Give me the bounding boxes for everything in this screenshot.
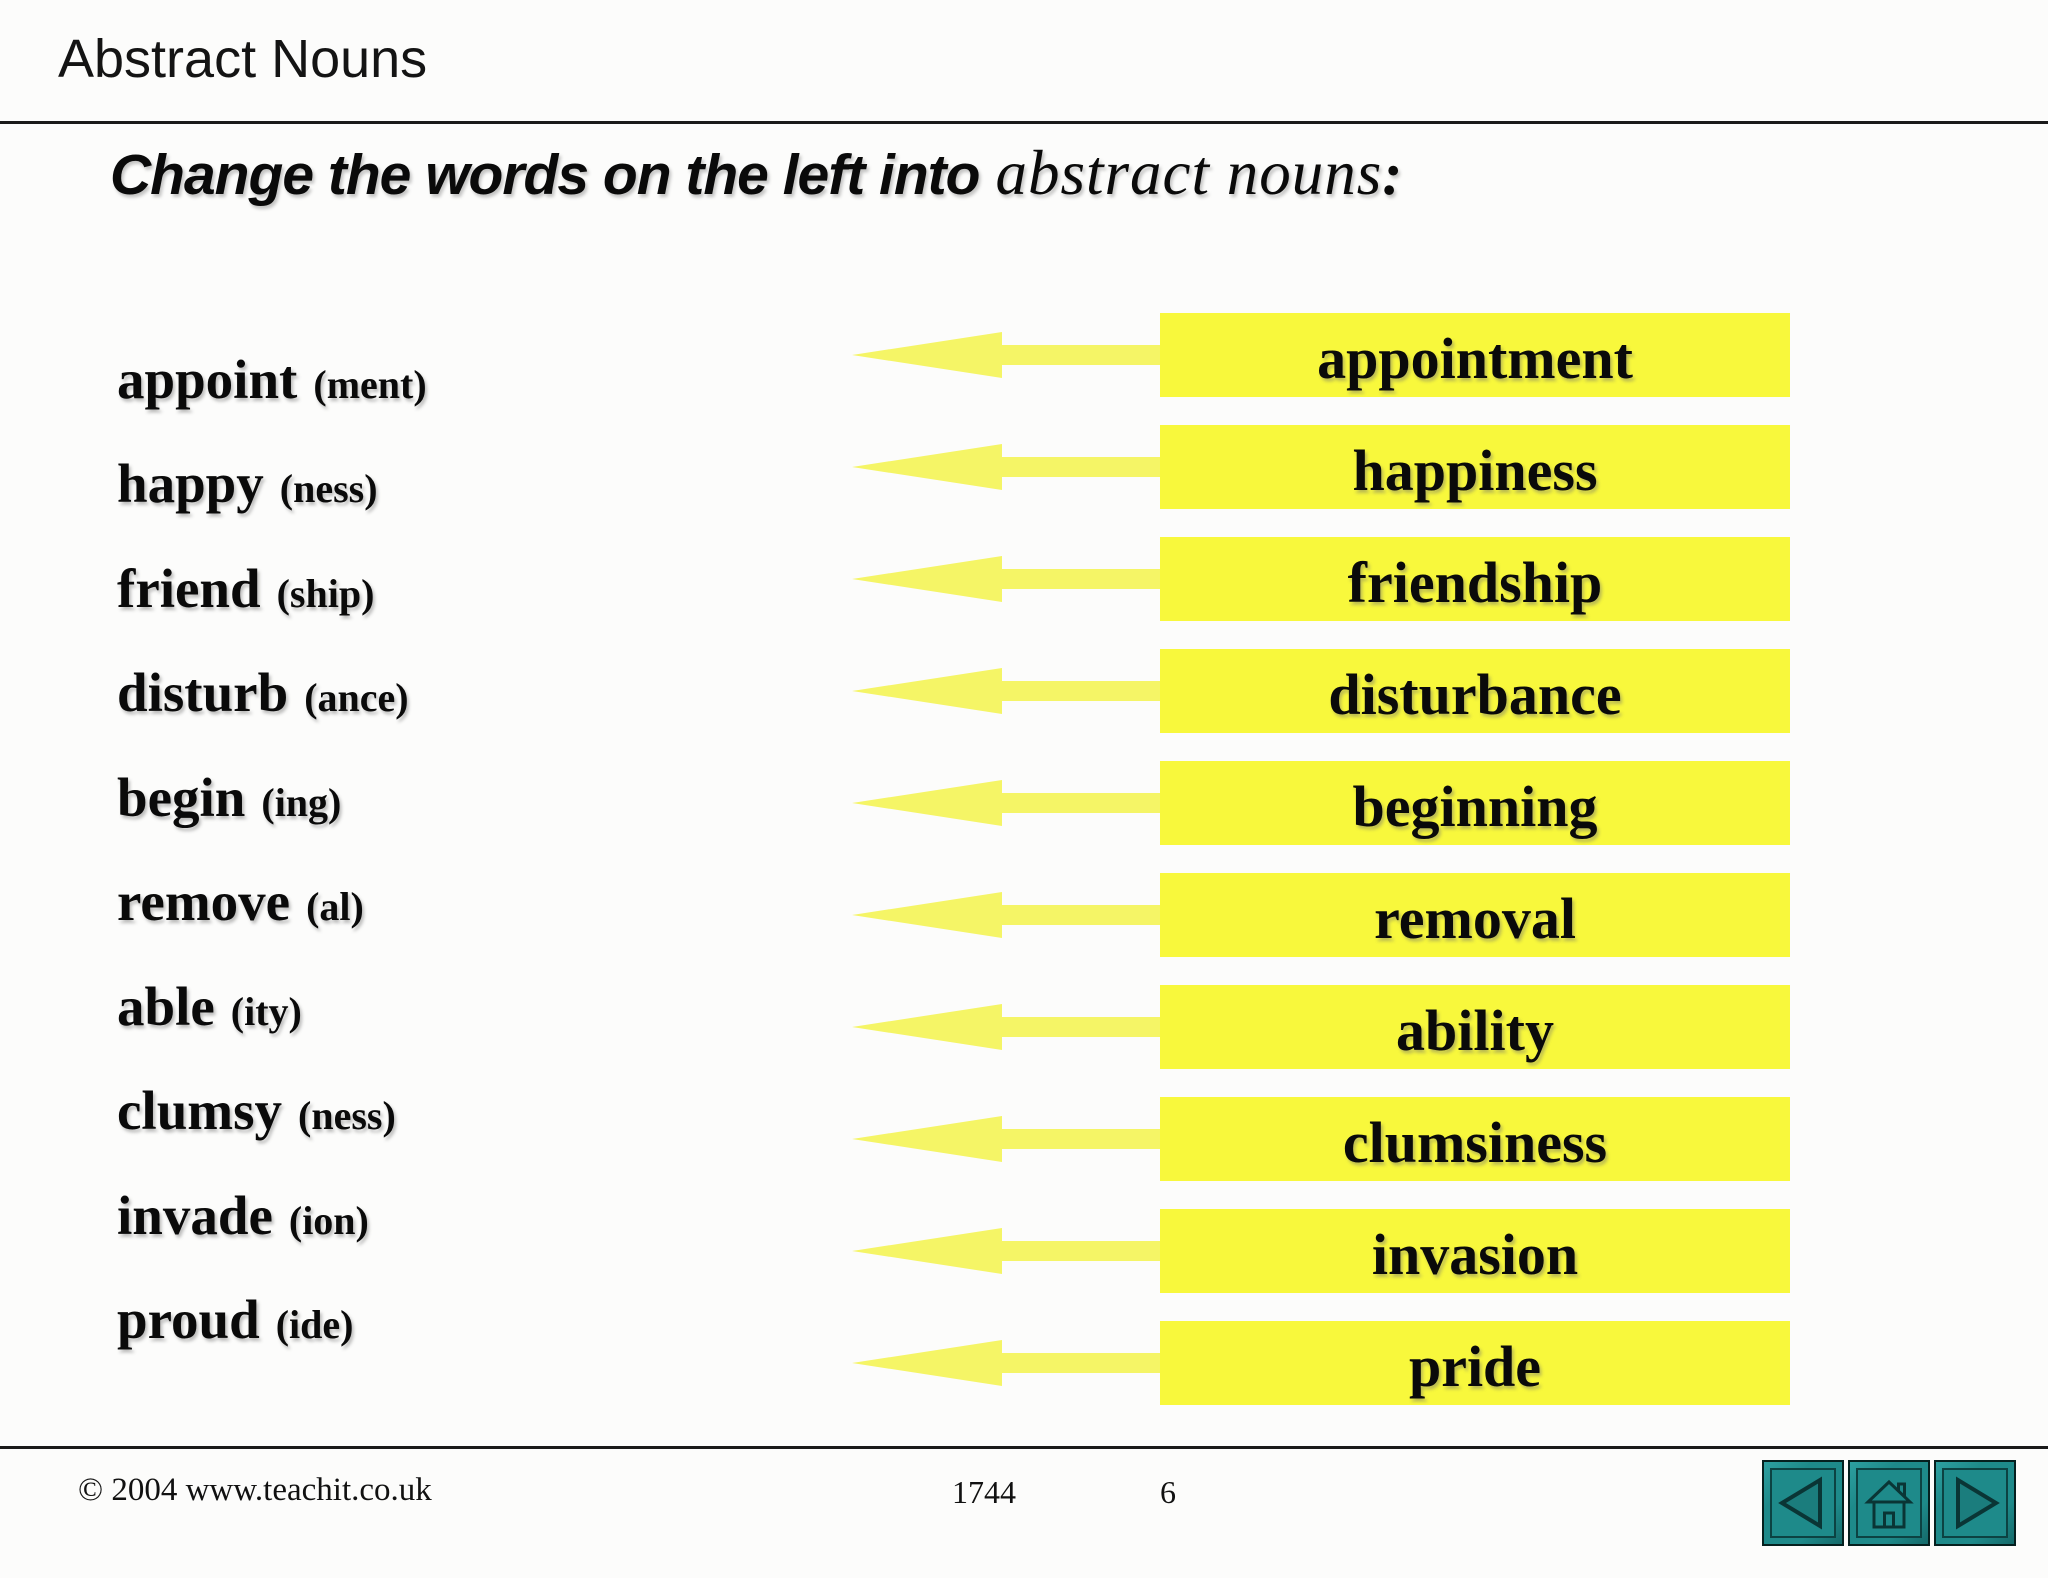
word-suffix: (ness) — [279, 466, 378, 511]
left-arrow-icon — [852, 1004, 1160, 1050]
word-item: disturb (ance) — [117, 651, 409, 735]
answer-text: disturbance — [1328, 662, 1622, 727]
word-item: appoint (ment) — [117, 338, 427, 422]
left-arrow-icon — [852, 1228, 1160, 1274]
answer-text: friendship — [1347, 550, 1603, 615]
answer-bar: friendship — [1160, 537, 1790, 621]
left-arrow-icon — [852, 780, 1160, 826]
footer-divider — [0, 1446, 2048, 1449]
answer-row: friendship — [852, 537, 1790, 621]
right-triangle-icon — [1956, 1476, 2000, 1530]
instruction-lead: Change the words on the left into — [110, 143, 980, 207]
word-item: happy (ness) — [117, 442, 378, 526]
answer-text: removal — [1374, 886, 1576, 951]
word-base: able — [117, 976, 215, 1037]
left-arrow-icon — [852, 668, 1160, 714]
answer-row: clumsiness — [852, 1097, 1790, 1181]
word-base: invade — [117, 1185, 273, 1246]
answer-row: ability — [852, 985, 1790, 1069]
page-title: Abstract Nouns — [58, 29, 428, 89]
word-suffix: (ion) — [288, 1198, 369, 1243]
home-button-face — [1856, 1468, 1922, 1538]
answer-bar: disturbance — [1160, 649, 1790, 733]
answer-bar: removal — [1160, 873, 1790, 957]
left-triangle-icon — [1778, 1476, 1822, 1530]
answer-row: beginning — [852, 761, 1790, 845]
page-number: 6 — [1160, 1474, 1176, 1510]
left-arrow-icon — [852, 892, 1160, 938]
answer-bar: beginning — [1160, 761, 1790, 845]
word-suffix: (ide) — [275, 1302, 354, 1347]
word-suffix: (ance) — [304, 675, 409, 720]
word-suffix: (ing) — [261, 780, 342, 825]
answer-bar: invasion — [1160, 1209, 1790, 1293]
answer-text: clumsiness — [1342, 1110, 1608, 1175]
word-item: remove (al) — [117, 860, 364, 944]
word-base: remove — [117, 871, 291, 932]
answer-bar: appointment — [1160, 313, 1790, 397]
word-item: friend (ship) — [117, 547, 374, 631]
answer-text: appointment — [1317, 326, 1633, 391]
word-base: clumsy — [117, 1080, 282, 1141]
answer-row: invasion — [852, 1209, 1790, 1293]
word-base: happy — [117, 453, 264, 514]
word-base: appoint — [117, 349, 298, 410]
word-suffix: (al) — [306, 884, 364, 929]
answer-text: beginning — [1352, 774, 1598, 839]
word-base: disturb — [117, 662, 289, 723]
instruction-emphasis: abstract nouns — [995, 138, 1383, 208]
answer-bar: ability — [1160, 985, 1790, 1069]
left-arrow-icon — [852, 556, 1160, 602]
answer-text: pride — [1408, 1334, 1542, 1399]
answer-bar: happiness — [1160, 425, 1790, 509]
forward-button-face — [1942, 1468, 2008, 1538]
word-suffix: (ness) — [298, 1093, 396, 1138]
copyright-text: © 2004 www.teachit.co.uk — [78, 1472, 432, 1508]
word-base: begin — [117, 767, 246, 828]
word-item: begin (ing) — [117, 756, 341, 840]
word-base: friend — [117, 558, 261, 619]
back-button[interactable] — [1762, 1460, 1844, 1546]
answer-row: disturbance — [852, 649, 1790, 733]
left-arrow-icon — [852, 1340, 1160, 1386]
word-suffix: (ity) — [230, 989, 302, 1034]
word-item: invade (ion) — [117, 1174, 369, 1258]
answer-bar: clumsiness — [1160, 1097, 1790, 1181]
answer-text: ability — [1396, 998, 1554, 1063]
answer-row: appointment — [852, 313, 1790, 397]
answer-text: invasion — [1371, 1222, 1579, 1287]
resource-number: 1744 — [952, 1474, 1016, 1510]
answer-row: happiness — [852, 425, 1790, 509]
home-button[interactable] — [1848, 1460, 1930, 1546]
answer-row: removal — [852, 873, 1790, 957]
header-divider — [0, 121, 2048, 124]
left-arrow-icon — [852, 444, 1160, 490]
word-base: proud — [117, 1289, 260, 1350]
answer-bar: pride — [1160, 1321, 1790, 1405]
word-item: able (ity) — [117, 965, 302, 1049]
slide-navigation — [1762, 1460, 2016, 1546]
word-item: clumsy (ness) — [117, 1069, 396, 1153]
left-arrow-icon — [852, 332, 1160, 378]
back-button-face — [1770, 1468, 1836, 1538]
word-suffix: (ment) — [313, 362, 427, 407]
word-suffix: (ship) — [276, 571, 375, 616]
home-icon — [1864, 1479, 1914, 1529]
word-item: proud (ide) — [117, 1278, 353, 1362]
answer-row: pride — [852, 1321, 1790, 1405]
instruction-line: Change the words on the left into abstrac… — [110, 128, 1402, 218]
left-arrow-icon — [852, 1116, 1160, 1162]
forward-button[interactable] — [1934, 1460, 2016, 1546]
instruction-colon: : — [1382, 141, 1403, 207]
answer-text: happiness — [1352, 438, 1598, 503]
